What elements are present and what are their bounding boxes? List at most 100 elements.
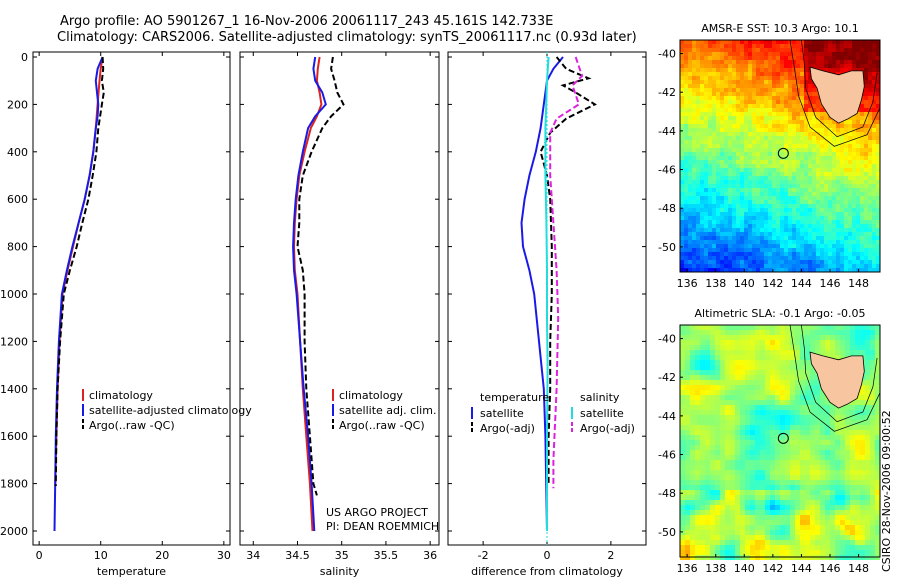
altimetric-sla-map-cell [875,335,880,340]
altimetric-sla-map-cell [825,545,830,550]
amsre-sst-map-cell [832,228,836,232]
amsre-sst-map-cell [704,40,708,44]
amsre-sst-map-cell [696,156,700,160]
altimetric-sla-map-cell [755,335,760,340]
amsre-sst-map-cell [808,208,812,212]
amsre-sst-map-cell [808,252,812,256]
altimetric-sla-map-cell [745,505,750,510]
amsre-sst-map-cell [820,204,824,208]
amsre-sst-map-cell [784,80,788,84]
altimetric-sla-map-cell [765,470,770,475]
amsre-sst-map-cell [832,160,836,164]
amsre-sst-map-cell [708,44,712,48]
altimetric-sla-map-cell [775,515,780,520]
altimetric-sla-map-cell [760,495,765,500]
altimetric-sla-map-cell [860,490,865,495]
altimetric-sla-map-cell [815,430,820,435]
altimetric-sla-map-cell [740,390,745,395]
amsre-sst-map-cell [860,184,864,188]
amsre-sst-map-cell [768,72,772,76]
amsre-sst-map-cell [816,116,820,120]
altimetric-sla-map-cell [850,420,855,425]
amsre-sst-map-cell [732,56,736,60]
altimetric-sla-map-cell [760,350,765,355]
altimetric-sla-map-cell [700,335,705,340]
amsre-sst-map-cell [776,232,780,236]
amsre-sst-map-cell [696,112,700,116]
amsre-sst-map-cell [688,100,692,104]
temperature-profile-series-argo-raw-qc- [54,56,105,487]
amsre-sst-map-cell [840,212,844,216]
altimetric-sla-map-cell [705,465,710,470]
amsre-sst-map-cell [816,212,820,216]
altimetric-sla-map-cell [830,510,835,515]
altimetric-sla-map-cell [855,455,860,460]
altimetric-sla-map-cell [815,455,820,460]
altimetric-sla-map-cell [750,505,755,510]
amsre-sst-map-cell [740,76,744,80]
altimetric-sla-map-cell [775,535,780,540]
amsre-sst-map-cell [792,148,796,152]
amsre-sst-map-cell [788,224,792,228]
amsre-sst-map-cell [720,136,724,140]
amsre-sst-map-cell [808,76,812,80]
amsre-sst-map-cell [800,168,804,172]
amsre-sst-map-cell [796,80,800,84]
altimetric-sla-map-cell [860,545,865,550]
amsre-sst-map-cell [724,88,728,92]
amsre-sst-map-cell [860,60,864,64]
amsre-sst-map-cell [740,204,744,208]
altimetric-sla-map-cell [775,475,780,480]
amsre-sst-map-cell [748,252,752,256]
amsre-sst-map-cell [740,152,744,156]
altimetric-sla-map-cell [750,425,755,430]
altimetric-sla-map-cell [835,525,840,530]
amsre-sst-map-cell [684,64,688,68]
amsre-sst-map-cell [768,244,772,248]
altimetric-sla-map-cell [735,350,740,355]
amsre-sst-map-cell [732,68,736,72]
amsre-sst-map-cell [688,44,692,48]
amsre-sst-map-cell [864,204,868,208]
amsre-sst-map-cell [764,48,768,52]
altimetric-sla-map-cell [755,545,760,550]
amsre-sst-map-cell [708,68,712,72]
altimetric-sla-map-cell [860,550,865,555]
altimetric-sla-map-cell [810,500,815,505]
difference-profile-series-temperature-argo-adj- [539,56,597,484]
altimetric-sla-map-cell [715,405,720,410]
amsre-sst-map-cell [744,156,748,160]
altimetric-sla-map-cell [870,410,875,415]
amsre-sst-map-cell [792,196,796,200]
amsre-sst-map-cell [776,96,780,100]
amsre-sst-map-cell [684,160,688,164]
amsre-sst-map-cell [788,176,792,180]
amsre-sst-map-cell [772,176,776,180]
amsre-sst-map-cell [724,160,728,164]
altimetric-sla-map-cell [830,440,835,445]
amsre-sst-map-cell [784,256,788,260]
amsre-sst-map-cell [848,144,852,148]
amsre-sst-map-cell [784,192,788,196]
amsre-sst-map-cell [748,72,752,76]
amsre-sst-map-cell [752,132,756,136]
amsre-sst-map-cell [860,156,864,160]
amsre-sst-map-cell [736,140,740,144]
amsre-sst-map-cell [772,120,776,124]
amsre-sst-map-cell [776,132,780,136]
amsre-sst-map-cell [744,64,748,68]
amsre-sst-map-cell [784,40,788,44]
amsre-sst-map-cell [872,148,876,152]
amsre-sst-map-cell [820,260,824,264]
amsre-sst-map-cell [876,204,880,208]
altimetric-sla-map-cell [875,345,880,350]
amsre-sst-map-cell [724,148,728,152]
amsre-sst-map-cell [868,196,872,200]
amsre-sst-map-cell [760,260,764,264]
altimetric-sla-map-cell [830,420,835,425]
altimetric-sla-map-cell [715,410,720,415]
amsre-sst-map-cell [788,268,792,272]
altimetric-sla-map-cell [795,350,800,355]
altimetric-sla-map-cell [770,325,775,330]
altimetric-sla-map-cell [785,430,790,435]
